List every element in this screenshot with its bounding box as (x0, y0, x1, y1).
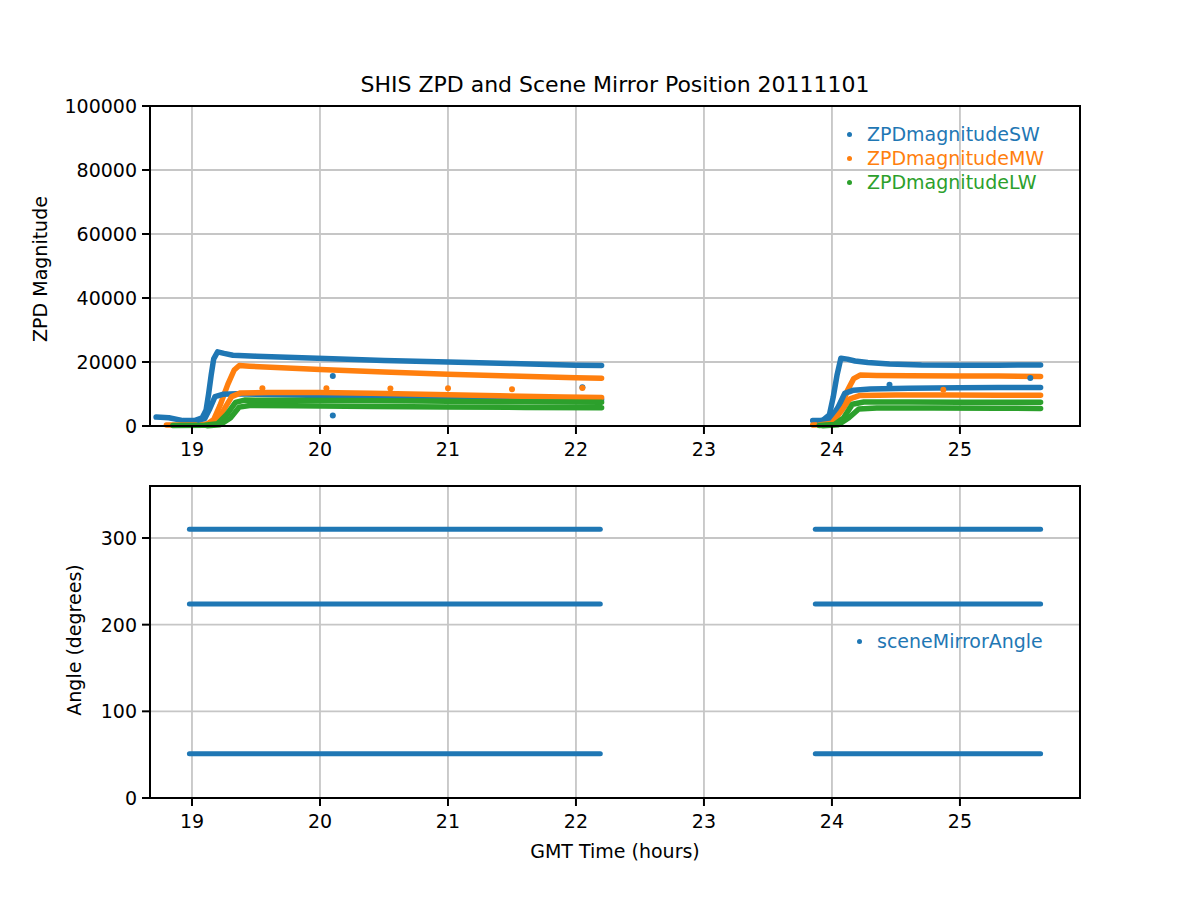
y-tick-label: 100000 (64, 95, 137, 117)
legend-marker-icon (857, 639, 862, 644)
x-tick-label: 22 (564, 810, 588, 832)
legend-label: sceneMirrorAngle (877, 630, 1043, 652)
x-tick-label: 20 (308, 810, 332, 832)
outlier-point (887, 382, 893, 388)
x-tick-label: 19 (180, 438, 204, 460)
y-tick-label: 80000 (77, 159, 137, 181)
x-tick-label: 25 (948, 438, 972, 460)
y-tick-label: 100 (101, 700, 137, 722)
x-tick-label: 24 (820, 438, 844, 460)
outlier-point (1027, 375, 1033, 381)
legend-entry-zpdmagnitudemw: ZPDmagnitudeMW (840, 146, 1044, 170)
y-tick-label: 20000 (77, 351, 137, 373)
y-tick-label: 40000 (77, 287, 137, 309)
legend-entry-zpdmagnitudelw: ZPDmagnitudeLW (840, 170, 1044, 194)
outlier-point (940, 387, 946, 393)
x-tick-label: 22 (564, 438, 588, 460)
legend-marker-icon (847, 156, 852, 161)
x-tick-label: 23 (692, 810, 716, 832)
x-tick-label: 19 (180, 810, 204, 832)
x-tick-label: 23 (692, 438, 716, 460)
y-tick-label: 60000 (77, 223, 137, 245)
x-tick-label: 25 (948, 810, 972, 832)
outlier-point (445, 385, 451, 391)
figure: SHIS ZPD and Scene Mirror Position 20111… (0, 0, 1200, 900)
legend-label: ZPDmagnitudeSW (867, 123, 1040, 145)
x-tick-label: 21 (436, 810, 460, 832)
outlier-point (387, 386, 393, 392)
outlier-point (579, 385, 585, 391)
y-tick-label: 0 (125, 415, 137, 437)
series-ZPDmagnitudeLW-lower (207, 406, 601, 426)
outlier-point (330, 373, 336, 379)
outlier-point (330, 412, 336, 418)
series-ZPDmagnitudeLW-lower (823, 408, 1041, 426)
legend-marker-icon (847, 180, 852, 185)
scene-mirror-legend: sceneMirrorAngle (850, 629, 1043, 653)
legend-label: ZPDmagnitudeMW (867, 147, 1044, 169)
y-tick-label: 200 (101, 614, 137, 636)
outlier-point (259, 385, 265, 391)
outlier-point (323, 385, 329, 391)
x-axis-label: GMT Time (hours) (530, 840, 700, 862)
legend-marker-icon (847, 132, 852, 137)
zpd-legend: ZPDmagnitudeSW ZPDmagnitudeMW ZPDmagnitu… (840, 122, 1044, 194)
legend-label: ZPDmagnitudeLW (867, 171, 1037, 193)
x-tick-label: 24 (820, 810, 844, 832)
x-tick-label: 21 (436, 438, 460, 460)
x-tick-label: 20 (308, 438, 332, 460)
top-y-axis-label: ZPD Magnitude (29, 196, 51, 342)
chart-title: SHIS ZPD and Scene Mirror Position 20111… (150, 72, 1080, 97)
y-tick-label: 300 (101, 527, 137, 549)
y-tick-label: 0 (125, 787, 137, 809)
bottom-y-axis-label: Angle (degrees) (63, 564, 85, 715)
legend-entry-zpdmagnitudesw: ZPDmagnitudeSW (840, 122, 1044, 146)
legend-entry-scenemirrorangle: sceneMirrorAngle (850, 629, 1043, 653)
outlier-point (509, 386, 515, 392)
